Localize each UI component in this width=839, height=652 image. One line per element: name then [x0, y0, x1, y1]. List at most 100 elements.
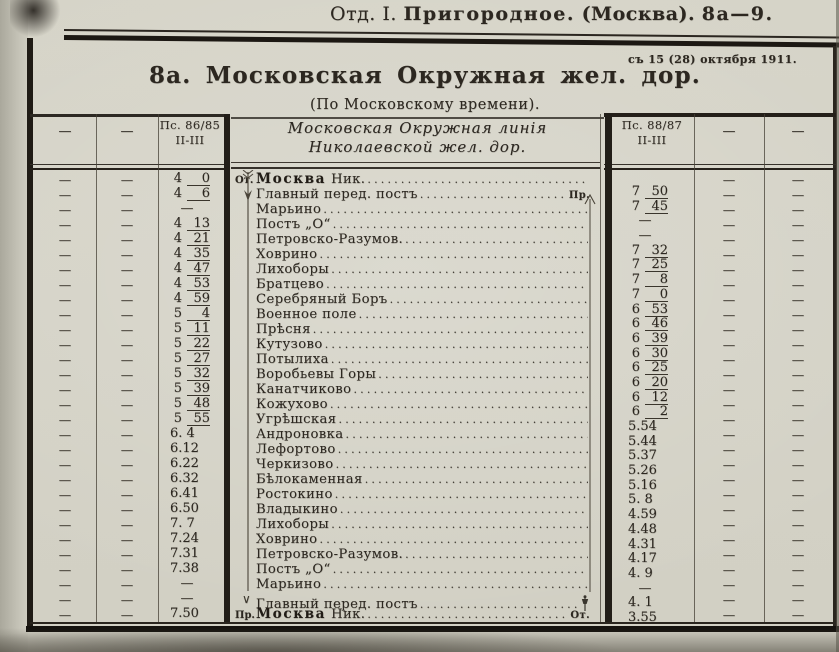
dash-cell: —	[722, 562, 736, 577]
dash-cell: —	[722, 412, 736, 427]
station-name: Серебряный Боръ	[256, 292, 388, 307]
dash-cell: —	[58, 397, 72, 412]
dotted-leader	[346, 427, 588, 442]
down-train-header: Пс. 86/85 II-III	[156, 118, 224, 148]
dash-cell: —	[58, 577, 72, 592]
dash-cell: —	[722, 517, 736, 532]
down-time-cell: 5 32	[173, 366, 210, 381]
column-rule	[694, 114, 695, 622]
dash-cell: —	[58, 562, 72, 577]
dash-cell: —	[120, 412, 134, 427]
dash-cell: —	[722, 547, 736, 562]
station-name: Военное поле	[256, 307, 357, 322]
dotted-leader	[330, 397, 588, 412]
dash-cell: —	[722, 427, 736, 442]
dash-cell: —	[58, 502, 72, 517]
dash-cell: —	[58, 487, 72, 502]
station-row: Лефортово	[231, 442, 600, 457]
dash-cell: —	[120, 442, 134, 457]
dash-cell: —	[58, 472, 72, 487]
up-time-cell: 4.59	[628, 507, 657, 523]
station-row: Серебряный Боръ	[231, 292, 600, 307]
heavy-column-rule	[605, 114, 612, 622]
dash-cell: —	[791, 442, 805, 457]
station-name-suffix: Ник.	[331, 607, 366, 622]
effective-date: съ 15 (28) октября 1911.	[628, 53, 797, 66]
header-rule	[30, 114, 224, 117]
station-name-suffix: Ник.	[331, 172, 366, 187]
dash-cell: —	[120, 202, 134, 217]
up-time-cell: —	[638, 580, 652, 596]
down-time-cell: 4 59	[173, 291, 210, 306]
dash-cell: —	[58, 172, 72, 187]
dotted-leader	[390, 292, 588, 307]
dash-cell: —	[722, 577, 736, 592]
dash-cell: —	[58, 202, 72, 217]
up-time-cell: 3.55	[628, 609, 657, 625]
left-dash-column-2-header: —	[120, 124, 134, 139]
dash-cell: —	[791, 562, 805, 577]
up-time-cell: 4.48	[628, 521, 657, 537]
down-train-number: Пс. 86/85	[159, 118, 221, 132]
dash-cell: —	[120, 472, 134, 487]
up-time-cell: —	[638, 228, 652, 244]
dash-cell: —	[791, 502, 805, 517]
dash-cell: —	[791, 487, 805, 502]
dash-cell: —	[722, 367, 736, 382]
dash-cell: —	[722, 472, 736, 487]
up-time-cell: 5.37	[628, 448, 657, 464]
column-rule	[96, 114, 97, 622]
dash-cell: —	[58, 292, 72, 307]
dash-cell: —	[722, 217, 736, 232]
station-row: Петровско-Разумов.	[231, 232, 600, 247]
station-name: Потылиха	[256, 352, 329, 367]
table-bottom-rule-thin	[30, 622, 836, 624]
dash-cell: —	[722, 442, 736, 457]
header-rule	[604, 168, 836, 170]
column-rule	[158, 114, 159, 622]
dash-cell: —	[58, 607, 72, 622]
header-rule	[604, 164, 836, 165]
down-time-cell: 6.22	[170, 456, 199, 471]
dash-cell: —	[791, 277, 805, 292]
dash-cell: —	[58, 352, 72, 367]
dash-cell: —	[791, 592, 805, 607]
line-name-1: Московская Окружная линія	[287, 119, 548, 137]
header-rule	[30, 164, 224, 165]
dash-cell: —	[722, 247, 736, 262]
station-row: Андроновка	[231, 427, 600, 442]
dash-cell: —	[791, 247, 805, 262]
dash-cell: —	[791, 202, 805, 217]
dash-cell: —	[58, 442, 72, 457]
down-time-cell: 7.31	[170, 546, 199, 561]
dash-cell: —	[120, 577, 134, 592]
dash-cell: —	[722, 592, 736, 607]
dash-cell: —	[791, 262, 805, 277]
dash-cell: —	[722, 607, 736, 622]
up-time-cell: 4. 1	[628, 595, 653, 611]
down-time-cell: 7.24	[170, 531, 199, 546]
dotted-leader	[338, 442, 588, 457]
down-time-cell: 7. 7	[170, 516, 195, 531]
station-row: Прѣсня	[231, 322, 600, 337]
up-time-cell: 5.44	[628, 433, 657, 449]
dash-cell: —	[722, 502, 736, 517]
semaphore-icon	[581, 595, 589, 611]
station-name: Главный перед. постъ	[256, 187, 418, 202]
dash-cell: —	[120, 397, 134, 412]
table-subtitle: (По Московскому времени).	[309, 97, 541, 113]
dash-cell: —	[791, 322, 805, 337]
header-rule	[231, 162, 600, 163]
down-time-cell: 4 21	[173, 231, 210, 246]
up-time-cell: 6 25	[631, 360, 668, 376]
down-time-cell: —	[180, 201, 194, 216]
dash-cell: —	[58, 187, 72, 202]
down-time-cell: 5 22	[173, 336, 210, 351]
page-left-edge	[0, 0, 28, 652]
dash-cell: —	[58, 427, 72, 442]
dotted-leader	[365, 472, 588, 487]
dash-cell: —	[120, 232, 134, 247]
left-dash-column-1-header: —	[58, 124, 72, 139]
station-row: Ховрино	[231, 247, 600, 262]
